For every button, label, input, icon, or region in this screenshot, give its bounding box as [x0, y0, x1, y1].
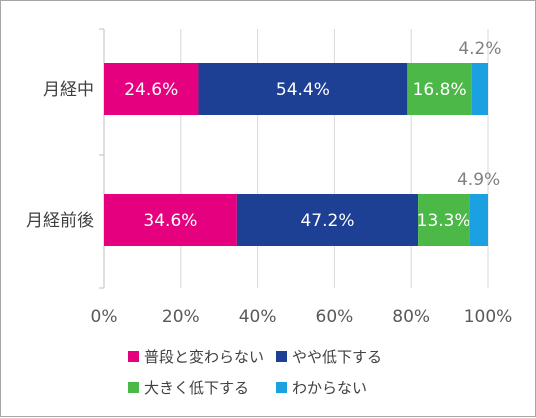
legend-swatch-2 [128, 382, 139, 393]
legend-item-0: 普段と変わらない [128, 346, 264, 367]
bar-segment [236, 194, 419, 246]
legend-item-3: わからない [276, 377, 367, 398]
data-label: 13.3% [417, 211, 471, 231]
data-label: 24.6% [124, 80, 178, 100]
legend-item-1: やや低下する [276, 346, 382, 367]
data-label: 54.4% [276, 80, 330, 100]
x-tick-label: 40% [239, 307, 277, 327]
data-label: 16.8% [413, 80, 467, 100]
bar-segment [104, 63, 199, 115]
data-label: 4.9% [457, 170, 500, 190]
x-tick-label: 60% [316, 307, 354, 327]
category-label: 月経中 [43, 80, 94, 100]
legend-label-2: 大きく低下する [144, 379, 250, 397]
bar-segment [198, 63, 408, 115]
bar-segment [407, 63, 472, 115]
legend-label-3: わからない [292, 379, 368, 397]
bar-segment [104, 194, 237, 246]
category-label: 月経前後 [26, 211, 94, 231]
x-tick-label: 80% [392, 307, 430, 327]
legend-label-1: やや低下する [292, 348, 383, 366]
bar-segment [469, 194, 488, 246]
legend-swatch-3 [276, 382, 287, 393]
data-label: 4.2% [458, 39, 501, 59]
legend-label-0: 普段と変わらない [144, 348, 265, 366]
x-tick-label: 0% [91, 307, 118, 327]
data-label: 34.6% [143, 211, 197, 231]
data-label: 47.2% [300, 211, 354, 231]
legend-item-2: 大きく低下する [128, 377, 249, 398]
bar-segment [418, 194, 470, 246]
legend-swatch-1 [276, 351, 287, 362]
bar-segment [471, 63, 488, 115]
x-tick-label: 100% [464, 307, 513, 327]
legend-swatch-0 [128, 351, 139, 362]
x-tick-label: 20% [162, 307, 200, 327]
